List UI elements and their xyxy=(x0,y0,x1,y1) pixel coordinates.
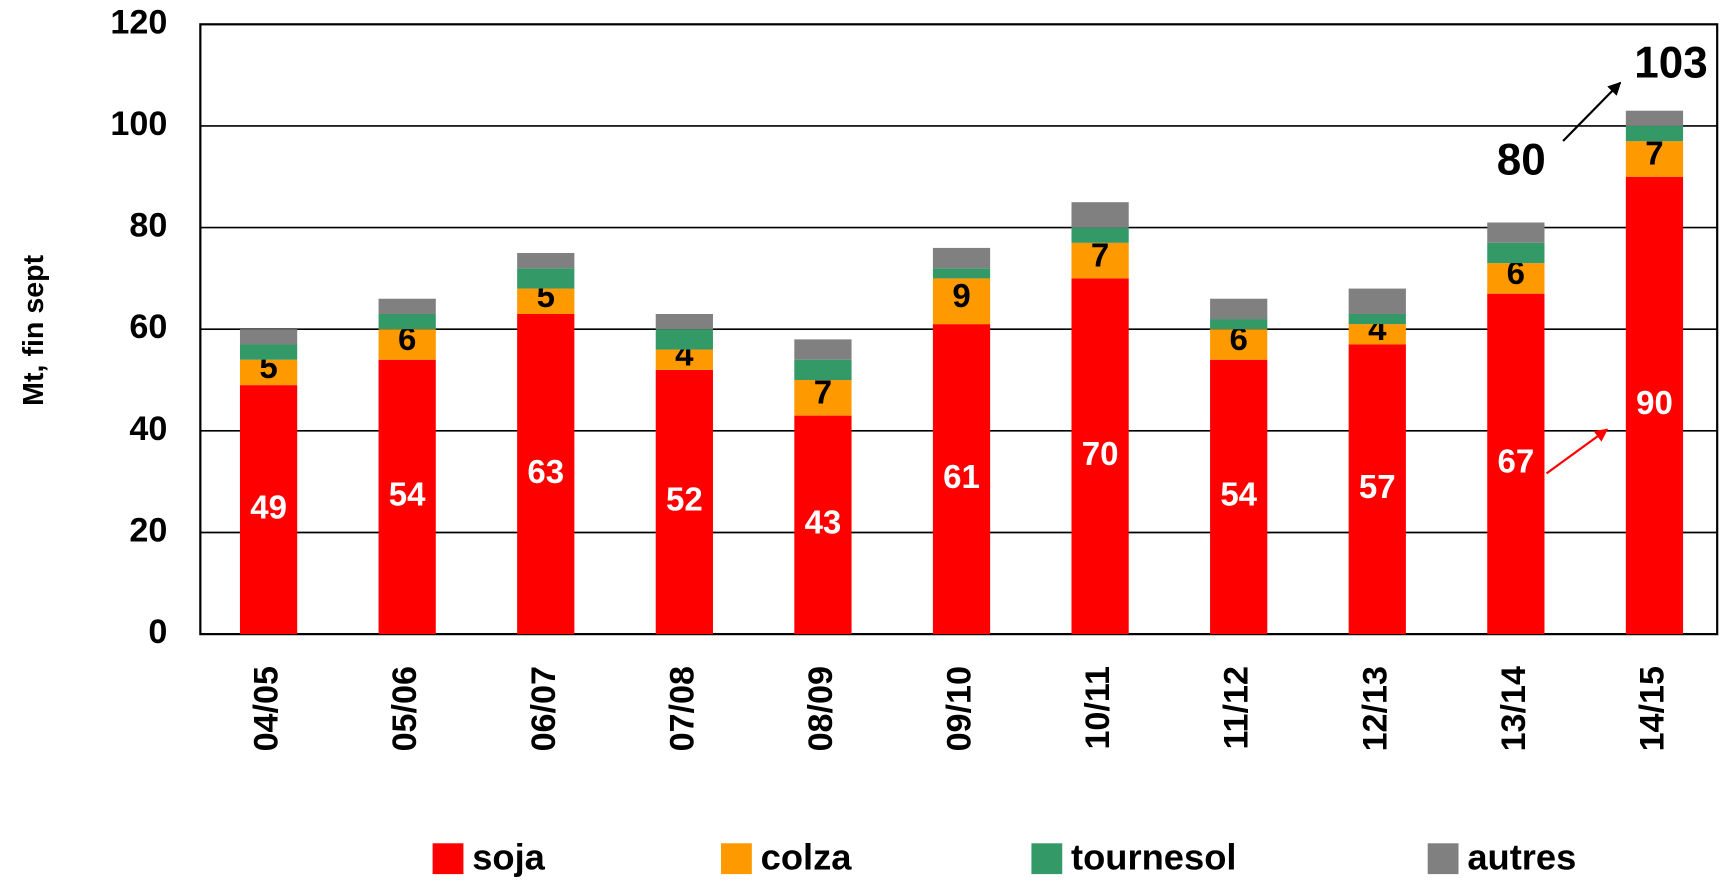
data-label: 54 xyxy=(389,476,426,513)
y-tick-label: 20 xyxy=(129,512,167,550)
bar-segment xyxy=(239,359,298,386)
bar-segment xyxy=(517,288,575,314)
bar-segment xyxy=(1071,278,1129,635)
data-label: 67 xyxy=(1497,443,1534,480)
data-label: 52 xyxy=(666,481,703,518)
bar-segment xyxy=(378,359,436,635)
annotation-arrow xyxy=(1545,428,1609,475)
bar-segment xyxy=(1487,263,1545,294)
bar-segment xyxy=(1625,176,1684,635)
bar-segment xyxy=(239,344,298,360)
legend-swatch xyxy=(432,843,464,875)
x-tick-label: 13/14 xyxy=(1495,666,1533,751)
bar-segment xyxy=(932,247,991,269)
legend-label: tournesol xyxy=(1071,836,1236,877)
bar-segment xyxy=(517,252,575,269)
bar-segment xyxy=(239,385,298,635)
bar-segment xyxy=(1625,141,1684,177)
x-tick-label: 09/10 xyxy=(941,666,979,751)
bar-segment xyxy=(794,339,852,360)
annotation-arrow xyxy=(1562,81,1622,142)
bar-segment xyxy=(378,329,436,360)
y-tick-label: 0 xyxy=(148,613,167,651)
data-label: 6 xyxy=(398,320,416,357)
y-tick-label: 40 xyxy=(129,410,167,448)
bar-segment xyxy=(517,313,575,635)
bar-segment xyxy=(1210,298,1268,320)
bar-segment xyxy=(932,278,991,325)
x-tick-label: 14/15 xyxy=(1633,666,1671,751)
bar-segment xyxy=(655,313,713,330)
bar-segment xyxy=(1348,324,1406,345)
bar-segment xyxy=(378,298,436,314)
x-tick-label: 11/12 xyxy=(1218,666,1256,749)
bar-segment xyxy=(794,380,852,416)
data-label: 6 xyxy=(1507,254,1525,291)
x-tick-label: 10/11 xyxy=(1079,666,1117,750)
x-tick-label: 06/07 xyxy=(525,666,563,751)
bar-segment xyxy=(1625,110,1684,126)
x-tick-label: 04/05 xyxy=(248,666,286,751)
x-tick-label: 12/13 xyxy=(1356,666,1394,751)
data-label: 54 xyxy=(1220,476,1257,513)
bar-segment xyxy=(1348,313,1406,325)
y-axis-title: Mt, fin sept xyxy=(18,254,50,405)
bar-segment xyxy=(239,329,298,345)
y-tick-label: 100 xyxy=(110,105,167,143)
bar-segment xyxy=(932,268,991,279)
data-label: 9 xyxy=(952,277,970,314)
bar-segment xyxy=(932,324,991,635)
bar-segment xyxy=(1071,242,1129,279)
bar-segment xyxy=(517,268,575,289)
x-tick-label: 05/06 xyxy=(386,666,424,751)
y-tick-label: 60 xyxy=(129,308,167,346)
data-label: 61 xyxy=(943,458,980,495)
legend-label: colza xyxy=(761,836,853,877)
bar-segment xyxy=(1071,227,1129,243)
y-tick-label: 80 xyxy=(129,207,167,245)
bar-segment xyxy=(1487,222,1545,243)
legend-label: autres xyxy=(1467,836,1576,877)
bar-segment xyxy=(1348,288,1406,314)
data-label: 7 xyxy=(1091,236,1109,273)
legend-swatch xyxy=(1031,843,1063,875)
bar-segment xyxy=(1625,125,1684,142)
data-label: 43 xyxy=(805,504,842,541)
bar-segment xyxy=(655,329,713,350)
bar-segment xyxy=(655,369,713,635)
x-tick-label: 07/08 xyxy=(663,666,701,751)
bar-segment xyxy=(794,359,852,381)
y-tick-label: 120 xyxy=(110,3,167,41)
bar-segment xyxy=(1210,319,1268,330)
legend-swatch xyxy=(721,843,752,875)
bar-segment xyxy=(655,349,713,370)
data-label: 57 xyxy=(1359,468,1396,505)
bar-segment xyxy=(1487,293,1545,635)
data-label: 70 xyxy=(1082,435,1119,472)
bar-segment xyxy=(1210,329,1268,360)
data-label: 7 xyxy=(1645,135,1663,172)
data-label: 7 xyxy=(814,373,832,410)
annotation: 80 xyxy=(1497,136,1546,185)
bar-segment xyxy=(1487,242,1545,264)
legend-label: soja xyxy=(472,836,545,877)
bar-segment xyxy=(794,415,852,635)
bar-segment xyxy=(1210,359,1268,635)
data-label: 49 xyxy=(250,488,287,525)
bar-segment xyxy=(378,313,436,330)
annotation: 103 xyxy=(1634,39,1707,88)
bar-segment xyxy=(1071,202,1129,228)
bar-segment xyxy=(1348,344,1406,635)
x-tick-label: 08/09 xyxy=(802,666,840,751)
data-label: 6 xyxy=(1230,320,1248,357)
data-label: 63 xyxy=(527,453,564,490)
data-label: 90 xyxy=(1636,384,1673,421)
legend-swatch xyxy=(1427,843,1459,875)
